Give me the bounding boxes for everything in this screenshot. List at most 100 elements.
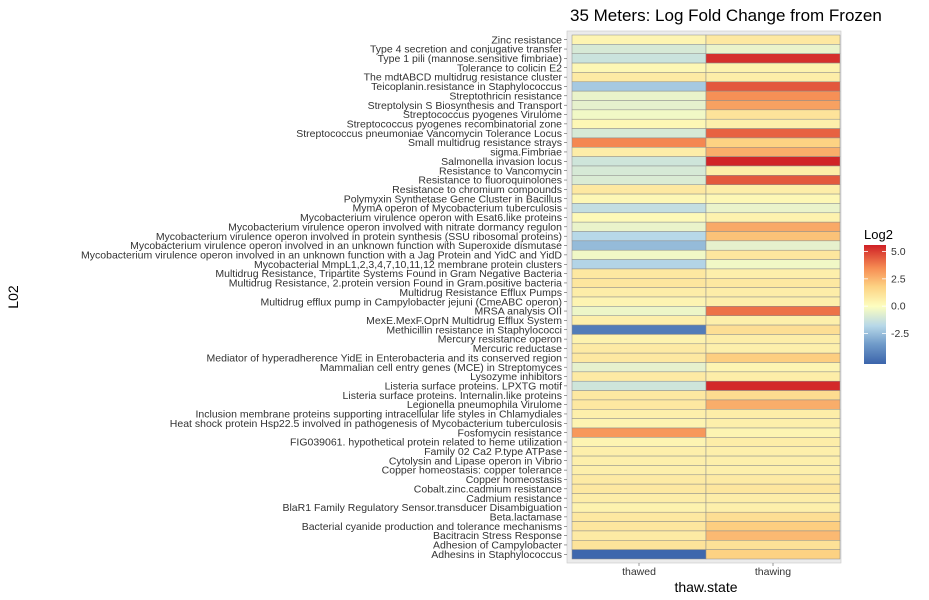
heatmap-cell-thawed-1 <box>572 44 706 53</box>
heatmap-cell-thawing-23 <box>706 250 840 259</box>
heatmap-cell-thawing-54 <box>706 540 840 549</box>
heatmap-cell-thawed-54 <box>572 540 706 549</box>
heatmap-cell-thawed-14 <box>572 166 706 175</box>
heatmap-cell-thawed-22 <box>572 241 706 250</box>
legend-tick-label: 0.0 <box>891 301 906 313</box>
heatmap-cell-thawed-35 <box>572 363 706 372</box>
heatmap-cell-thawing-47 <box>706 475 840 484</box>
heatmap-cell-thawing-25 <box>706 269 840 278</box>
heatmap-cell-thawing-50 <box>706 503 840 512</box>
heatmap-cell-thawed-53 <box>572 531 706 540</box>
heatmap-cell-thawed-43 <box>572 437 706 446</box>
heatmap-cell-thawing-4 <box>706 72 840 81</box>
chart-title: 35 Meters: Log Fold Change from Frozen <box>570 6 882 25</box>
heatmap-cell-thawed-30 <box>572 316 706 325</box>
heatmap-cell-thawing-53 <box>706 531 840 540</box>
heatmap-cell-thawing-46 <box>706 465 840 474</box>
heatmap-cell-thawing-30 <box>706 316 840 325</box>
heatmap-cell-thawed-23 <box>572 250 706 259</box>
heatmap-cell-thawing-0 <box>706 35 840 44</box>
heatmap-cell-thawed-48 <box>572 484 706 493</box>
heatmap-cell-thawed-46 <box>572 465 706 474</box>
heatmap-cell-thawed-55 <box>572 550 706 559</box>
legend-tick-label: 2.5 <box>891 273 906 285</box>
heatmap-cell-thawing-39 <box>706 400 840 409</box>
heatmap-cell-thawed-17 <box>572 194 706 203</box>
heatmap-cell-thawing-27 <box>706 288 840 297</box>
heatmap-cell-thawing-2 <box>706 54 840 63</box>
heatmap-cell-thawed-50 <box>572 503 706 512</box>
heatmap-cell-thawing-31 <box>706 325 840 334</box>
heatmap-cell-thawed-20 <box>572 222 706 231</box>
x-tick-labels: thawed thawing <box>622 563 791 578</box>
heatmap-cell-thawing-13 <box>706 157 840 166</box>
heatmap-cell-thawing-38 <box>706 391 840 400</box>
heatmap-cell-thawing-29 <box>706 306 840 315</box>
heatmap-cell-thawed-51 <box>572 512 706 521</box>
heatmap-cell-thawing-8 <box>706 110 840 119</box>
heatmap-cell-thawing-1 <box>706 44 840 53</box>
heatmap-cell-thawing-26 <box>706 278 840 287</box>
heatmap-cell-thawed-28 <box>572 297 706 306</box>
heatmap-cell-thawed-16 <box>572 185 706 194</box>
heatmap-cell-thawing-18 <box>706 203 840 212</box>
heatmap-cell-thawed-36 <box>572 372 706 381</box>
x-tick-label-thawed: thawed <box>622 566 656 578</box>
heatmap-cell-thawed-6 <box>572 91 706 100</box>
heatmap-cell-thawed-13 <box>572 157 706 166</box>
heatmap-cell-thawed-0 <box>572 35 706 44</box>
heatmap-cell-thawed-52 <box>572 522 706 531</box>
heatmap-cell-thawed-40 <box>572 409 706 418</box>
heatmap-cell-thawing-49 <box>706 494 840 503</box>
heatmap-cell-thawing-3 <box>706 63 840 72</box>
heatmap-cell-thawed-25 <box>572 269 706 278</box>
x-tick-label-thawing: thawing <box>755 566 791 578</box>
y-tick-label: Adhesins in Staphylococcus <box>431 549 562 561</box>
heatmap-cell-thawed-39 <box>572 400 706 409</box>
y-axis-title: L02 <box>5 285 21 309</box>
heatmap-cell-thawed-49 <box>572 494 706 503</box>
heatmap-cell-thawed-33 <box>572 344 706 353</box>
heatmap-cell-thawing-51 <box>706 512 840 521</box>
heatmap-cell-thawed-37 <box>572 381 706 390</box>
heatmap-cell-thawing-33 <box>706 344 840 353</box>
legend-title: Log2 <box>864 227 893 242</box>
heatmap-cell-thawing-14 <box>706 166 840 175</box>
heatmap-cell-thawing-11 <box>706 138 840 147</box>
heatmap-cell-thawing-41 <box>706 419 840 428</box>
heatmap-cell-thawing-12 <box>706 147 840 156</box>
heatmap-cell-thawing-7 <box>706 101 840 110</box>
heatmap-cell-thawed-11 <box>572 138 706 147</box>
heatmap-cell-thawed-7 <box>572 101 706 110</box>
heatmap-cell-thawing-37 <box>706 381 840 390</box>
heatmap-cell-thawing-19 <box>706 213 840 222</box>
heatmap-cell-thawed-24 <box>572 260 706 269</box>
heatmap-cell-thawing-40 <box>706 409 840 418</box>
heatmap-cell-thawed-5 <box>572 82 706 91</box>
x-axis-title: thaw.state <box>674 579 737 595</box>
heatmap-cell-thawing-6 <box>706 91 840 100</box>
heatmap-cell-thawing-20 <box>706 222 840 231</box>
legend-tick-label: 5.0 <box>891 246 906 258</box>
heatmap-cell-thawed-26 <box>572 278 706 287</box>
heatmap-cell-thawed-21 <box>572 232 706 241</box>
heatmap-cell-thawing-35 <box>706 363 840 372</box>
heatmap-cell-thawing-16 <box>706 185 840 194</box>
heatmap-cell-thawing-42 <box>706 428 840 437</box>
heatmap-cell-thawed-27 <box>572 288 706 297</box>
heatmap-cell-thawed-2 <box>572 54 706 63</box>
heatmap-cell-thawed-38 <box>572 391 706 400</box>
heatmap-cell-thawing-28 <box>706 297 840 306</box>
heatmap-cell-thawing-36 <box>706 372 840 381</box>
heatmap-cell-thawed-18 <box>572 203 706 212</box>
heatmap-cell-thawed-47 <box>572 475 706 484</box>
heatmap-cell-thawed-29 <box>572 306 706 315</box>
heatmap-cell-thawed-10 <box>572 129 706 138</box>
heatmap-cell-thawed-42 <box>572 428 706 437</box>
heatmap-cell-thawing-44 <box>706 447 840 456</box>
heatmap-cell-thawing-24 <box>706 260 840 269</box>
color-legend: Log2 5.02.50.0-2.5 <box>864 227 909 364</box>
heatmap-cell-thawing-52 <box>706 522 840 531</box>
heatmap-cell-thawed-44 <box>572 447 706 456</box>
